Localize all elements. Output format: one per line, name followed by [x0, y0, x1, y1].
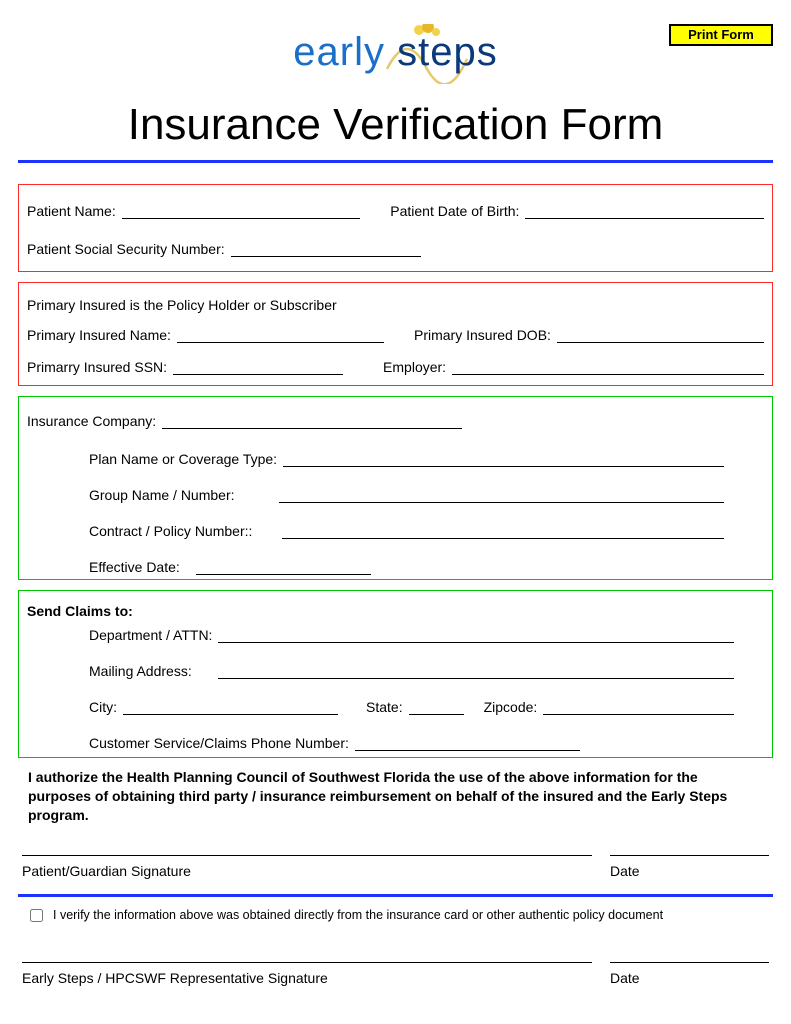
- primary-heading: Primary Insured is the Policy Holder or …: [27, 297, 337, 313]
- policy-label: Contract / Policy Number::: [89, 523, 252, 539]
- rep-signature-label: Early Steps / HPCSWF Representative Sign…: [22, 970, 592, 986]
- phone-input[interactable]: [355, 733, 580, 751]
- primary-employer-input[interactable]: [452, 357, 764, 375]
- patient-ssn-input[interactable]: [231, 239, 421, 257]
- verify-text: I verify the information above was obtai…: [53, 908, 663, 922]
- insurance-company-label: Insurance Company:: [27, 413, 156, 429]
- primary-ssn-input[interactable]: [173, 357, 343, 375]
- patient-section: Patient Name: Patient Date of Birth: Pat…: [18, 184, 773, 272]
- patient-name-input[interactable]: [122, 201, 361, 219]
- phone-label: Customer Service/Claims Phone Number:: [89, 735, 349, 751]
- primary-name-label: Primary Insured Name:: [27, 327, 171, 343]
- insurance-section: Insurance Company: Plan Name or Coverage…: [18, 396, 773, 580]
- patient-signature-label: Patient/Guardian Signature: [22, 863, 592, 879]
- logo-word-steps: steps: [397, 30, 498, 74]
- effective-label: Effective Date:: [89, 559, 180, 575]
- patient-dob-input[interactable]: [525, 201, 764, 219]
- mailing-label: Mailing Address:: [89, 663, 192, 679]
- page-title: Insurance Verification Form: [0, 100, 791, 150]
- rep-signature-date-label: Date: [610, 970, 640, 986]
- primary-dob-input[interactable]: [557, 325, 764, 343]
- divider-rule: [18, 894, 773, 897]
- primary-dob-label: Primary Insured DOB:: [414, 327, 551, 343]
- zip-input[interactable]: [543, 697, 734, 715]
- group-input[interactable]: [279, 485, 725, 503]
- authorization-text: I authorize the Health Planning Council …: [28, 768, 763, 825]
- group-label: Group Name / Number:: [89, 487, 235, 503]
- verify-checkbox[interactable]: [30, 909, 43, 922]
- mailing-input[interactable]: [218, 661, 734, 679]
- patient-dob-label: Patient Date of Birth:: [390, 203, 519, 219]
- claims-section: Send Claims to: Department / ATTN: Maili…: [18, 590, 773, 758]
- insurance-company-input[interactable]: [162, 411, 462, 429]
- signature-row-patient: [22, 855, 769, 856]
- plan-input[interactable]: [283, 449, 724, 467]
- patient-name-label: Patient Name:: [27, 203, 116, 219]
- signature-row-rep: [22, 962, 769, 963]
- state-input[interactable]: [409, 697, 464, 715]
- verify-row: I verify the information above was obtai…: [30, 908, 769, 922]
- city-input[interactable]: [123, 697, 338, 715]
- primary-name-input[interactable]: [177, 325, 384, 343]
- title-underline: [18, 160, 773, 163]
- early-steps-logo: early steps: [266, 30, 526, 75]
- zip-label: Zipcode:: [484, 699, 538, 715]
- dept-label: Department / ATTN:: [89, 627, 212, 643]
- primary-insured-section: Primary Insured is the Policy Holder or …: [18, 282, 773, 386]
- city-label: City:: [89, 699, 117, 715]
- print-form-button[interactable]: Print Form: [669, 24, 773, 46]
- policy-input[interactable]: [282, 521, 724, 539]
- logo-word-early: early: [293, 30, 385, 74]
- primary-ssn-label: Primarry Insured SSN:: [27, 359, 167, 375]
- patient-signature-date-label: Date: [610, 863, 640, 879]
- patient-ssn-label: Patient Social Security Number:: [27, 241, 225, 257]
- dept-input[interactable]: [218, 625, 734, 643]
- plan-label: Plan Name or Coverage Type:: [89, 451, 277, 467]
- state-label: State:: [366, 699, 403, 715]
- primary-employer-label: Employer:: [383, 359, 446, 375]
- effective-input[interactable]: [196, 557, 371, 575]
